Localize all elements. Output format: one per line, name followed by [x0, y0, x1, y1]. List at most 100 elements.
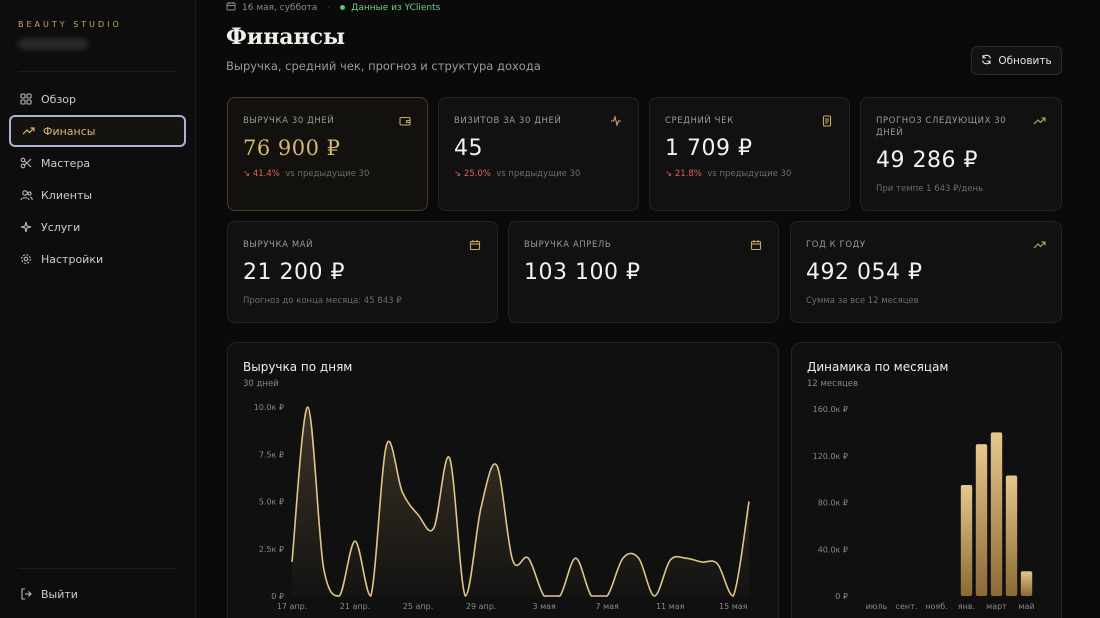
- sidebar-item-label: Услуги: [41, 220, 81, 234]
- refresh-button[interactable]: Обновить: [971, 46, 1062, 75]
- sidebar-item-overview[interactable]: Обзор: [9, 84, 186, 114]
- month-bar: [960, 484, 973, 596]
- sidebar-item-finance[interactable]: Финансы: [9, 115, 186, 147]
- kpi-label: ВЫРУЧКА АПРЕЛЬ: [524, 240, 612, 250]
- header-meta: 16 мая, суббота · Данные из YClients: [226, 1, 440, 14]
- kpi-value: 76 900 ₽: [243, 136, 341, 160]
- status-dot-icon: [340, 5, 346, 10]
- x-tick-label: май: [1018, 602, 1034, 611]
- meta-separator: ·: [327, 2, 331, 13]
- calendar-icon: [750, 236, 764, 251]
- kpi-compare-label: vs предыдущие 30: [707, 169, 792, 179]
- x-tick-label: 17 апр.: [277, 602, 307, 611]
- logout-label: Выйти: [41, 587, 78, 601]
- x-tick-label: июль: [866, 602, 888, 611]
- x-tick-label: 25 апр.: [403, 602, 433, 611]
- daily-revenue-chart: 0 ₽ 2.5к ₽ 5.0к ₽ 7.5к ₽ 10.0к ₽ 17 апр. 21 ап…: [254, 403, 750, 611]
- x-tick-label: 3 мая: [532, 602, 556, 611]
- sidebar-item-label: Клиенты: [41, 188, 93, 202]
- trend-up-icon: [1033, 236, 1047, 250]
- kpi-change-value: ↘ 25.0%: [454, 169, 491, 179]
- kpi-card-year-over-year: ГОД К ГОДУ 492 054 ₽ Сумма за все 12 мес…: [790, 221, 1062, 323]
- y-tick-label: 0 ₽: [271, 592, 284, 601]
- sidebar-divider: [18, 71, 176, 72]
- page-subtitle: Выручка, средний чек, прогноз и структур…: [226, 59, 541, 73]
- activity-icon: [610, 112, 624, 127]
- x-tick-label: 21 апр.: [340, 602, 370, 611]
- current-date: 16 мая, суббота: [242, 2, 318, 13]
- grid-icon: [19, 92, 33, 106]
- calendar-icon: [226, 1, 236, 14]
- kpi-card-forecast: ПРОГНОЗ СЛЕДУЮЩИХ 30 ДНЕЙ 49 286 ₽ При т…: [860, 97, 1062, 211]
- y-tick-label: 80.0к ₽: [818, 499, 848, 508]
- kpi-card-revenue-may: ВЫРУЧКА МАЙ 21 200 ₽ Прогноз до конца ме…: [227, 221, 498, 323]
- kpi-card-visits-30: ВИЗИТОВ ЗА 30 ДНЕЙ 45 ↘ 25.0% vs предыду…: [438, 97, 639, 211]
- month-bar: [975, 444, 988, 596]
- sidebar-item-masters[interactable]: Мастера: [9, 148, 186, 178]
- kpi-compare-label: vs предыдущие 30: [285, 169, 370, 179]
- kpi-card-average-check: СРЕДНИЙ ЧЕК 1 709 ₽ ↘ 21.8% vs предыдущи…: [649, 97, 850, 211]
- scissors-icon: [19, 156, 33, 170]
- trend-icon: [21, 124, 35, 138]
- kpi-note: При темпе 1 643 ₽/день: [876, 184, 984, 194]
- kpi-change-value: ↘ 21.8%: [665, 169, 702, 179]
- sidebar-divider: [18, 568, 176, 569]
- chart-subtitle: 12 месяцев: [807, 379, 858, 389]
- sidebar-item-label: Настройки: [41, 252, 104, 266]
- x-tick-label: 7 мая: [595, 602, 619, 611]
- refresh-icon: [981, 54, 992, 68]
- kpi-label: ПРОГНОЗ СЛЕДУЮЩИХ 30 ДНЕЙ: [876, 116, 1007, 138]
- kpi-value: 492 054 ₽: [806, 260, 923, 285]
- kpi-label: ВЫРУЧКА МАЙ: [243, 240, 314, 250]
- y-tick-label: 10.0к ₽: [254, 403, 284, 412]
- kpi-value: 1 709 ₽: [665, 136, 753, 161]
- kpi-value: 49 286 ₽: [876, 148, 978, 173]
- y-tick-label: 120.0к ₽: [813, 452, 848, 461]
- x-tick-label: март: [986, 602, 1007, 611]
- x-tick-label: нояб.: [925, 602, 947, 611]
- y-tick-label: 0 ₽: [835, 592, 848, 601]
- main-content: 16 мая, суббота · Данные из YClients Фин…: [196, 0, 1100, 618]
- sidebar-item-services[interactable]: Услуги: [9, 212, 186, 242]
- monthly-dynamics-chart: 0 ₽ 40.0к ₽ 80.0к ₽ 120.0к ₽ 160.0к ₽ июль сен…: [813, 405, 1035, 611]
- x-tick-label: сент.: [896, 602, 918, 611]
- kpi-change: ↘ 21.8% vs предыдущие 30: [665, 169, 791, 179]
- kpi-value: 45: [454, 136, 483, 161]
- kpi-label: СРЕДНИЙ ЧЕК: [665, 116, 734, 126]
- revenue-area: [292, 406, 749, 596]
- month-bar: [1020, 571, 1033, 596]
- revenue-line: [291, 406, 750, 597]
- x-tick-label: 11 мая: [656, 602, 685, 611]
- page-title: Финансы: [226, 24, 346, 50]
- sidebar-item-settings[interactable]: Настройки: [9, 244, 186, 274]
- chart-subtitle: 30 дней: [243, 379, 279, 389]
- monthly-dynamics-chart-card: Динамика по месяцам 12 месяцев 0 ₽ 40.0к …: [791, 342, 1062, 618]
- logout-icon: [19, 587, 33, 601]
- daily-revenue-chart-card: Выручка по дням 30 дней 0 ₽ 2.5к ₽ 5.0к ₽ 7…: [227, 342, 779, 618]
- kpi-label: ВИЗИТОВ ЗА 30 ДНЕЙ: [454, 116, 562, 126]
- chart-title: Динамика по месяцам: [807, 360, 949, 374]
- kpi-note: Прогноз до конца месяца: 45 843 ₽: [243, 296, 402, 306]
- kpi-change: ↘ 41.4% vs предыдущие 30: [243, 169, 369, 179]
- wallet-icon: [399, 112, 413, 126]
- logout-button[interactable]: Выйти: [9, 579, 186, 609]
- x-tick-label: 15 мая: [719, 602, 748, 611]
- x-tick-label: янв.: [958, 602, 975, 611]
- kpi-card-revenue-april: ВЫРУЧКА АПРЕЛЬ 103 100 ₽: [508, 221, 779, 323]
- month-bar: [1005, 475, 1018, 596]
- kpi-note: Сумма за все 12 месяцев: [806, 296, 919, 306]
- kpi-label: ВЫРУЧКА 30 ДНЕЙ: [243, 116, 335, 126]
- users-icon: [19, 188, 33, 202]
- refresh-label: Обновить: [998, 54, 1052, 67]
- y-tick-label: 40.0к ₽: [818, 545, 848, 554]
- brand-name-blurred: [18, 38, 88, 50]
- x-tick-label: 29 апр.: [466, 602, 496, 611]
- y-tick-label: 2.5к ₽: [259, 545, 284, 554]
- kpi-change-value: ↘ 41.4%: [243, 169, 280, 179]
- y-tick-label: 7.5к ₽: [259, 450, 284, 459]
- sidebar-item-clients[interactable]: Клиенты: [9, 180, 186, 210]
- kpi-label: ГОД К ГОДУ: [806, 240, 866, 250]
- y-tick-label: 5.0к ₽: [259, 498, 284, 507]
- data-source-label: Данные из YClients: [351, 2, 441, 13]
